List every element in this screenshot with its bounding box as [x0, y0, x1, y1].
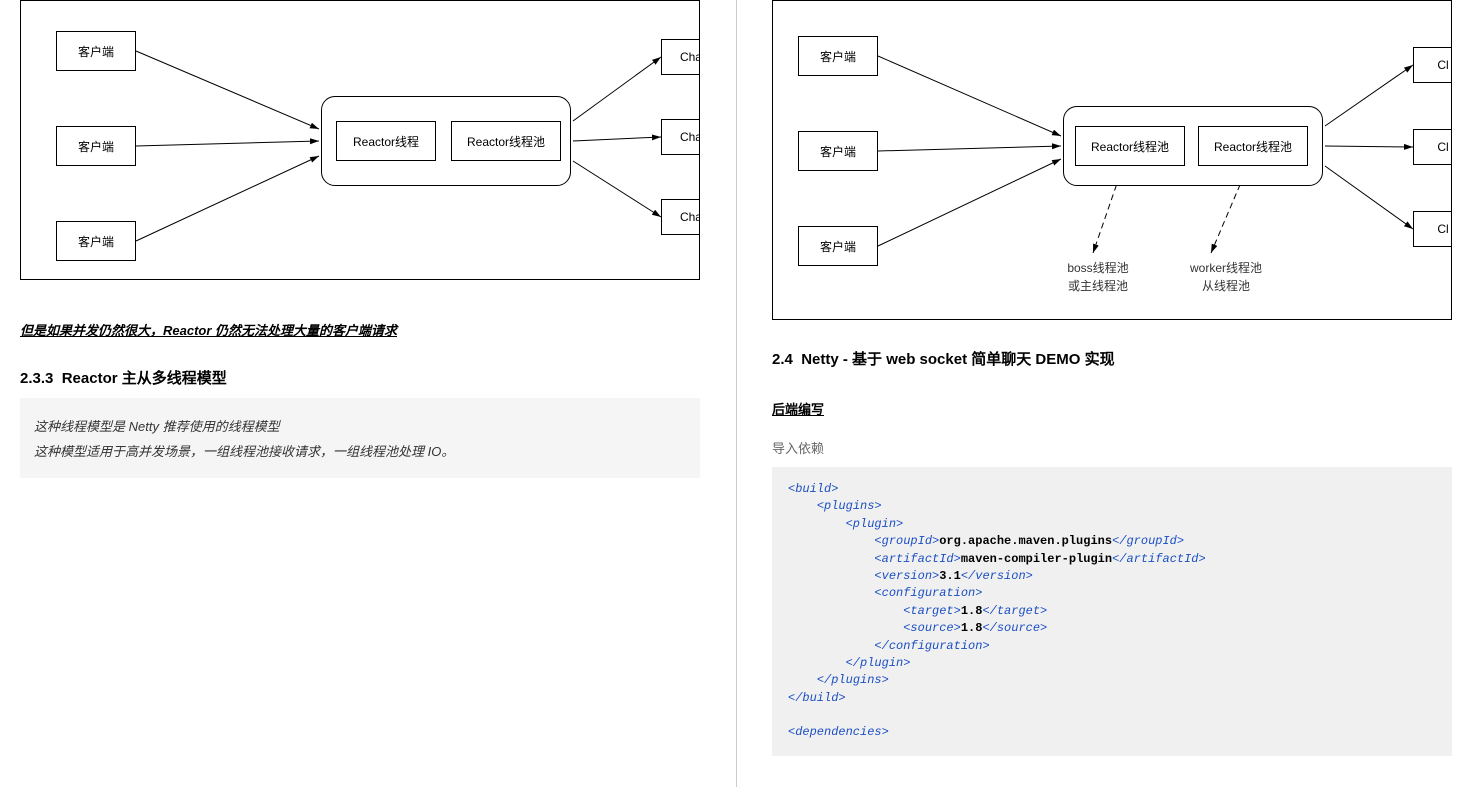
right-diagram: 客户端客户端客户端Reactor线程池Reactor线程池ClClClboss线… — [772, 0, 1452, 320]
code-block: <build> <plugins> <plugin> <groupId>org.… — [772, 467, 1452, 756]
diagram-node-ch2: Cl — [1413, 129, 1452, 165]
diagram-node-ch3: Cl — [1413, 211, 1452, 247]
section-heading-2-3-3: 2.3.3 Reactor 主从多线程模型 — [20, 367, 700, 388]
diagram-node-reactor_pool1: Reactor线程池 — [1075, 126, 1185, 166]
right-page: 客户端客户端客户端Reactor线程池Reactor线程池ClClClboss线… — [752, 0, 1472, 787]
quote-line: 这种线程模型是 Netty 推荐使用的线程模型 — [34, 416, 686, 435]
diagram-node-reactor_pool: Reactor线程池 — [451, 121, 561, 161]
quote-line: 这种模型适用于高并发场景，一组线程池接收请求，一组线程池处理 IO。 — [34, 441, 686, 460]
page-divider — [736, 0, 737, 787]
diagram-node-client1: 客户端 — [56, 31, 136, 71]
diagram-annotation: worker线程池从线程池 — [1171, 259, 1281, 295]
diagram-annotation: boss线程池或主线程池 — [1053, 259, 1143, 295]
diagram-node-ch3: Channe — [661, 199, 700, 235]
left-diagram: 客户端客户端客户端Reactor线程Reactor线程池ChanneChanne… — [20, 0, 700, 280]
diagram-node-reactor_thread: Reactor线程 — [336, 121, 436, 161]
diagram-node-ch2: Channe — [661, 119, 700, 155]
section-heading-2-4: 2.4 Netty - 基于 web socket 简单聊天 DEMO 实现 — [772, 348, 1452, 369]
quote-box: 这种线程模型是 Netty 推荐使用的线程模型这种模型适用于高并发场景，一组线程… — [20, 398, 700, 478]
section-title: Netty - 基于 web socket 简单聊天 DEMO 实现 — [801, 351, 1114, 368]
diagram-node-client3: 客户端 — [56, 221, 136, 261]
left-page: 客户端客户端客户端Reactor线程Reactor线程池ChanneChanne… — [0, 0, 720, 787]
diagram-node-ch1: Cl — [1413, 47, 1452, 83]
intro-text: 导入依赖 — [772, 438, 1452, 457]
section-number: 2.4 — [772, 351, 793, 368]
section-title: Reactor 主从多线程模型 — [62, 370, 227, 387]
emphasis-note: 但是如果并发仍然很大，Reactor 仍然无法处理大量的客户端请求 — [20, 320, 700, 339]
section-number: 2.3.3 — [20, 370, 53, 387]
diagram-node-client1: 客户端 — [798, 36, 878, 76]
diagram-node-client2: 客户端 — [56, 126, 136, 166]
diagram-node-client2: 客户端 — [798, 131, 878, 171]
diagram-node-ch1: Channe — [661, 39, 700, 75]
diagram-node-reactor_pool2: Reactor线程池 — [1198, 126, 1308, 166]
sub-heading: 后端编写 — [772, 399, 1452, 418]
diagram-node-client3: 客户端 — [798, 226, 878, 266]
